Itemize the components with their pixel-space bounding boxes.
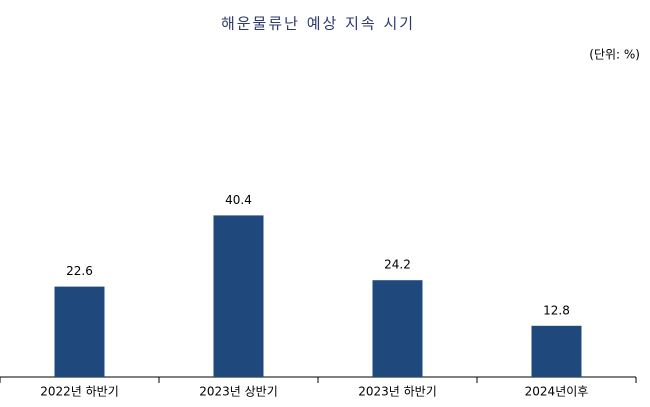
chart-title: 해운물류난 예상 지속 시기 [221, 15, 415, 33]
data-label: 24.2 [384, 258, 411, 272]
unit-label: (단위: %) [589, 48, 640, 62]
x-tick-label: 2023년 상반기 [199, 385, 278, 399]
bar [54, 286, 105, 377]
bar [372, 280, 423, 377]
bar [531, 325, 582, 377]
bar [213, 215, 264, 377]
data-label: 40.4 [225, 193, 252, 207]
data-label: 12.8 [543, 303, 570, 317]
x-tick-label: 2023년 하반기 [358, 385, 437, 399]
data-label: 22.6 [66, 264, 93, 278]
x-tick-label: 2024년이후 [525, 385, 589, 399]
x-tick-label: 2022년 하반기 [40, 385, 119, 399]
